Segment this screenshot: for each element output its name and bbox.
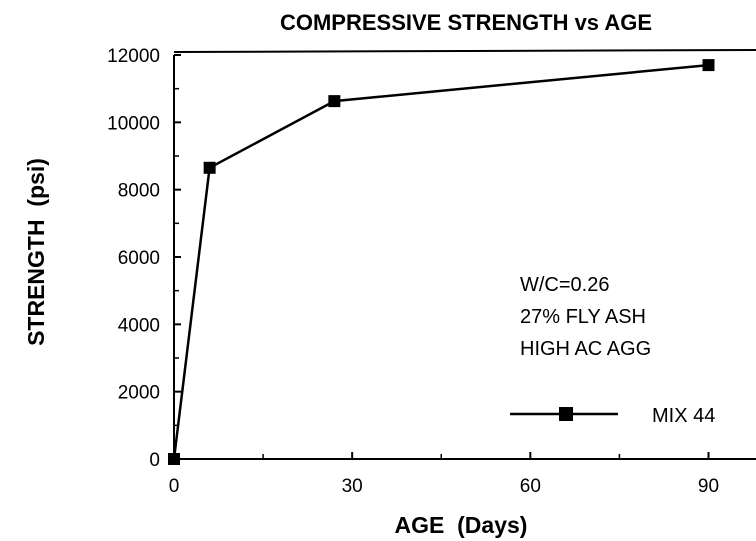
x-axis-label: AGE (Days) [395, 512, 528, 538]
x-tick-label: 0 [169, 476, 180, 497]
legend-marker [559, 407, 573, 421]
data-point [168, 453, 180, 465]
series-line [172, 63, 709, 460]
y-tick-label: 4000 [118, 315, 160, 336]
annotation-block: W/C=0.26 27% FLY ASH HIGH AC AGG [520, 274, 651, 360]
x-ticks: 0 30 60 90 [169, 452, 719, 497]
top-frame-line [173, 49, 756, 53]
legend: MIX 44 [510, 405, 715, 427]
y-axis-label: STRENGTH (psi) [23, 158, 49, 346]
data-point [203, 161, 216, 174]
legend-label: MIX 44 [652, 405, 715, 427]
y-tick-label: 12000 [107, 46, 160, 67]
y-tick-label: 8000 [118, 181, 160, 202]
y-tick-label: 6000 [118, 248, 160, 269]
chart-title: COMPRESSIVE STRENGTH vs AGE [280, 10, 652, 35]
y-ticks: 0 2000 4000 6000 8000 10000 12000 [107, 46, 181, 471]
x-tick-label: 60 [520, 476, 541, 497]
y-tick-label: 10000 [107, 113, 160, 134]
data-point [702, 59, 715, 72]
x-tick-label: 30 [342, 476, 363, 497]
plot-frame [173, 49, 756, 460]
y-tick-label: 0 [149, 450, 160, 471]
series-group [168, 59, 715, 465]
x-tick-label: 90 [698, 476, 719, 497]
annotation-wc: W/C=0.26 [520, 274, 609, 296]
annotation-fly-ash: 27% FLY ASH [520, 306, 646, 328]
y-tick-label: 2000 [118, 383, 160, 404]
annotation-aggregate: HIGH AC AGG [520, 338, 651, 360]
data-point [328, 95, 341, 108]
